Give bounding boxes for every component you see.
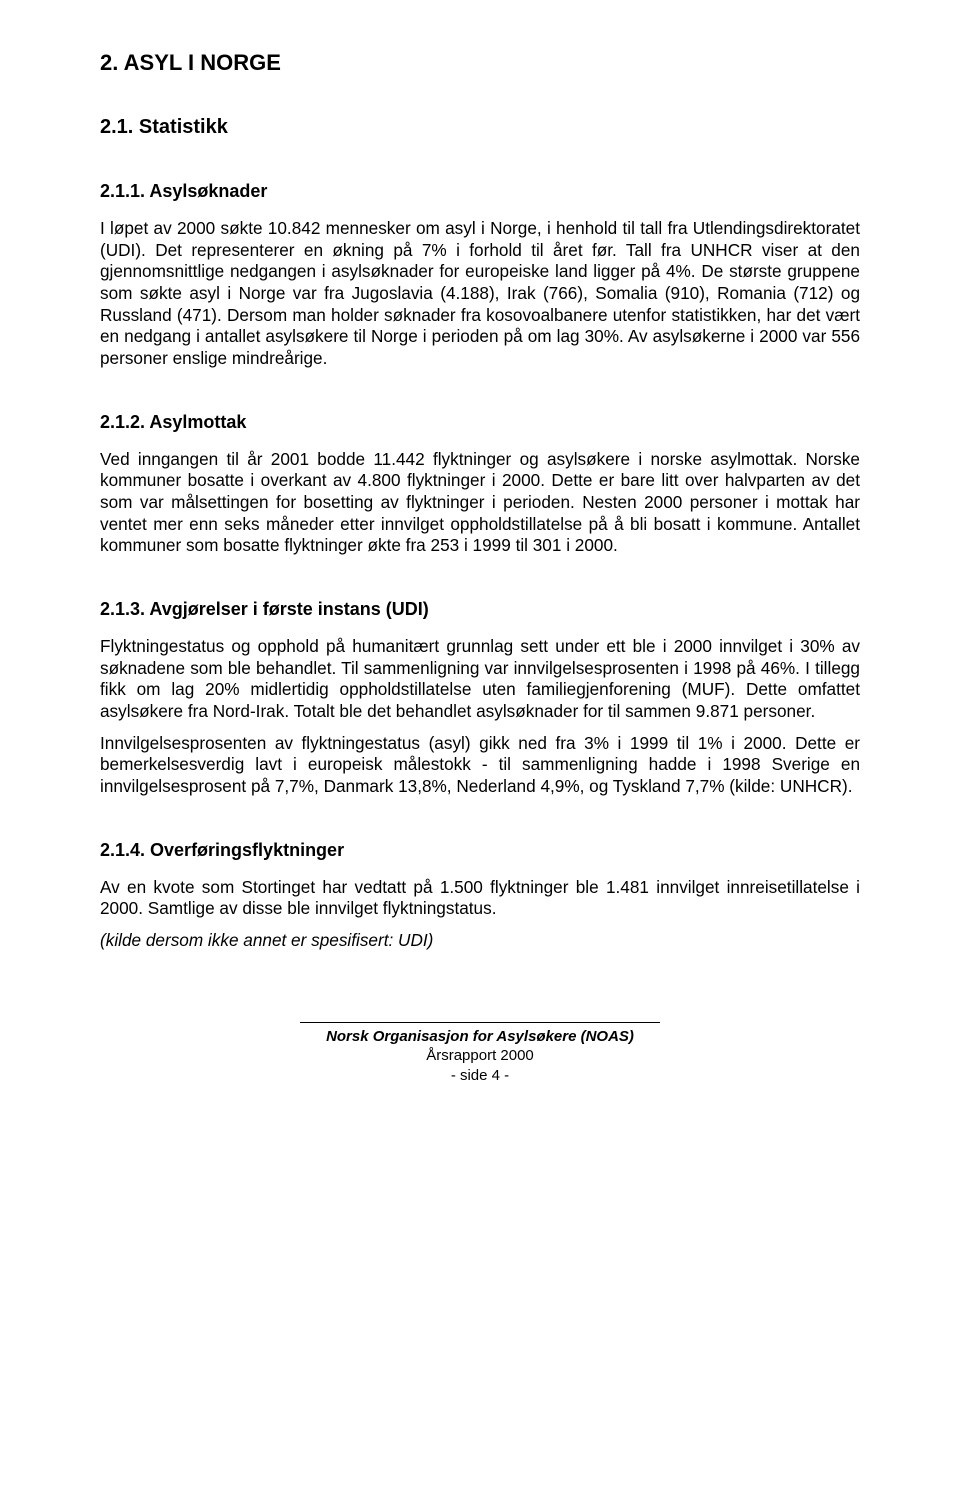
subsubsection-heading-avgjorelser: 2.1.3. Avgjørelser i første instans (UDI… xyxy=(100,599,860,620)
subsubsection-heading-overforingsflyktninger: 2.1.4. Overføringsflyktninger xyxy=(100,840,860,861)
footer-org-name: Norsk Organisasjon for Asylsøkere (NOAS) xyxy=(300,1027,660,1047)
footer-report-title: Årsrapport 2000 xyxy=(300,1046,660,1066)
paragraph-overforingsflyktninger: Av en kvote som Stortinget har vedtatt p… xyxy=(100,877,860,920)
footer-page-number: - side 4 - xyxy=(300,1066,660,1086)
paragraph-asylmottak: Ved inngangen til år 2001 bodde 11.442 f… xyxy=(100,449,860,557)
paragraph-kilde: (kilde dersom ikke annet er spesifisert:… xyxy=(100,930,860,952)
paragraph-asylsoknader: I løpet av 2000 søkte 10.842 mennesker o… xyxy=(100,218,860,370)
paragraph-avgjorelser-1: Flyktningestatus og opphold på humanitær… xyxy=(100,636,860,723)
page-footer: Norsk Organisasjon for Asylsøkere (NOAS)… xyxy=(300,1022,660,1086)
subsubsection-heading-asylsoknader: 2.1.1. Asylsøknader xyxy=(100,181,860,202)
paragraph-avgjorelser-2: Innvilgelsesprosenten av flyktningestatu… xyxy=(100,733,860,798)
subsection-heading-statistikk: 2.1. Statistikk xyxy=(100,116,860,139)
section-heading-asyl-i-norge: 2. ASYL I NORGE xyxy=(100,50,860,76)
subsubsection-heading-asylmottak: 2.1.2. Asylmottak xyxy=(100,412,860,433)
